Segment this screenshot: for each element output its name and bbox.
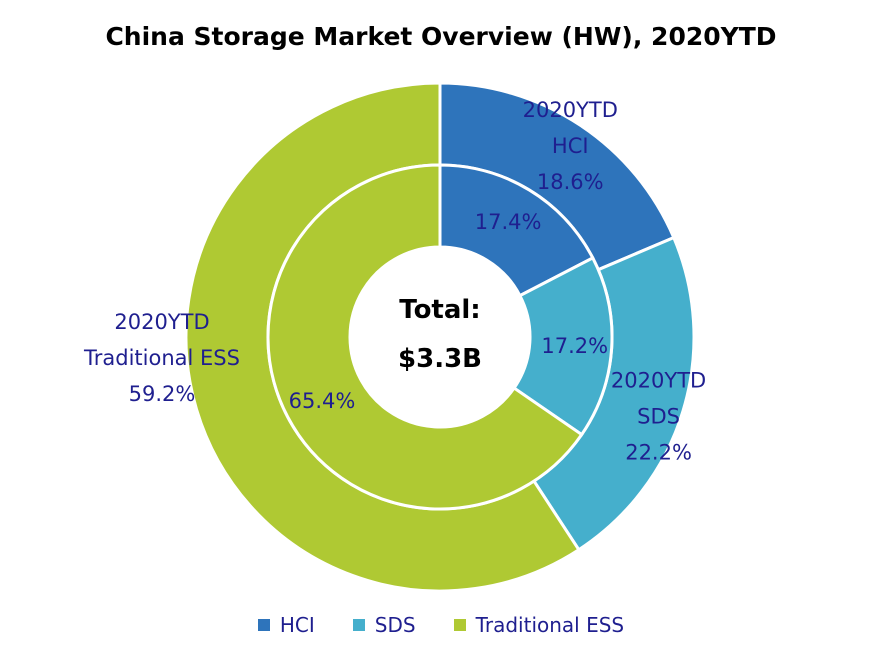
legend-item-traditional-ess: Traditional ESS: [453, 613, 625, 637]
legend-swatch-sds: [352, 619, 365, 631]
legend-item-sds: SDS: [352, 613, 416, 637]
legend-item-hci: HCI: [257, 613, 315, 637]
legend-label-sds: SDS: [374, 613, 416, 637]
outer-label-traditional-ess-1: Traditional ESS: [83, 346, 240, 370]
outer-ring: [184, 81, 696, 593]
outer-label-hci-1: HCI: [552, 134, 589, 158]
legend: HCI SDS Traditional ESS: [0, 613, 882, 637]
outer-label-sds-2: 22.2%: [625, 440, 692, 464]
legend-swatch-traditional-ess: [453, 619, 466, 631]
inner-label-hci-0: 17.4%: [475, 210, 542, 234]
slice-labels: 2020YTD HCI 18.6% 2020YTD SDS 22.2% 2020YTD Tra…: [83, 98, 706, 464]
outer-label-hci-2: 18.6%: [537, 170, 604, 194]
chart-title: China Storage Market Overview (HW), 2020…: [105, 22, 777, 51]
outer-label-sds-0: 2020YTD: [611, 368, 706, 392]
outer-label-sds-1: SDS: [637, 404, 680, 428]
outer-label-hci-0: 2020YTD: [523, 98, 618, 122]
legend-label-hci: HCI: [279, 613, 315, 637]
legend-swatch-hci: [257, 619, 270, 631]
inner-label-sds-0: 17.2%: [541, 334, 608, 358]
legend-label-traditional-ess: Traditional ESS: [475, 613, 625, 637]
center-hole: [350, 247, 530, 427]
outer-label-traditional-ess-2: 59.2%: [129, 382, 196, 406]
center-label-value: $3.3B: [398, 344, 482, 374]
inner-label-traditional-ess-0: 65.4%: [289, 389, 356, 413]
center-label-total: Total:: [399, 295, 480, 325]
outer-label-traditional-ess-0: 2020YTD: [114, 310, 209, 334]
